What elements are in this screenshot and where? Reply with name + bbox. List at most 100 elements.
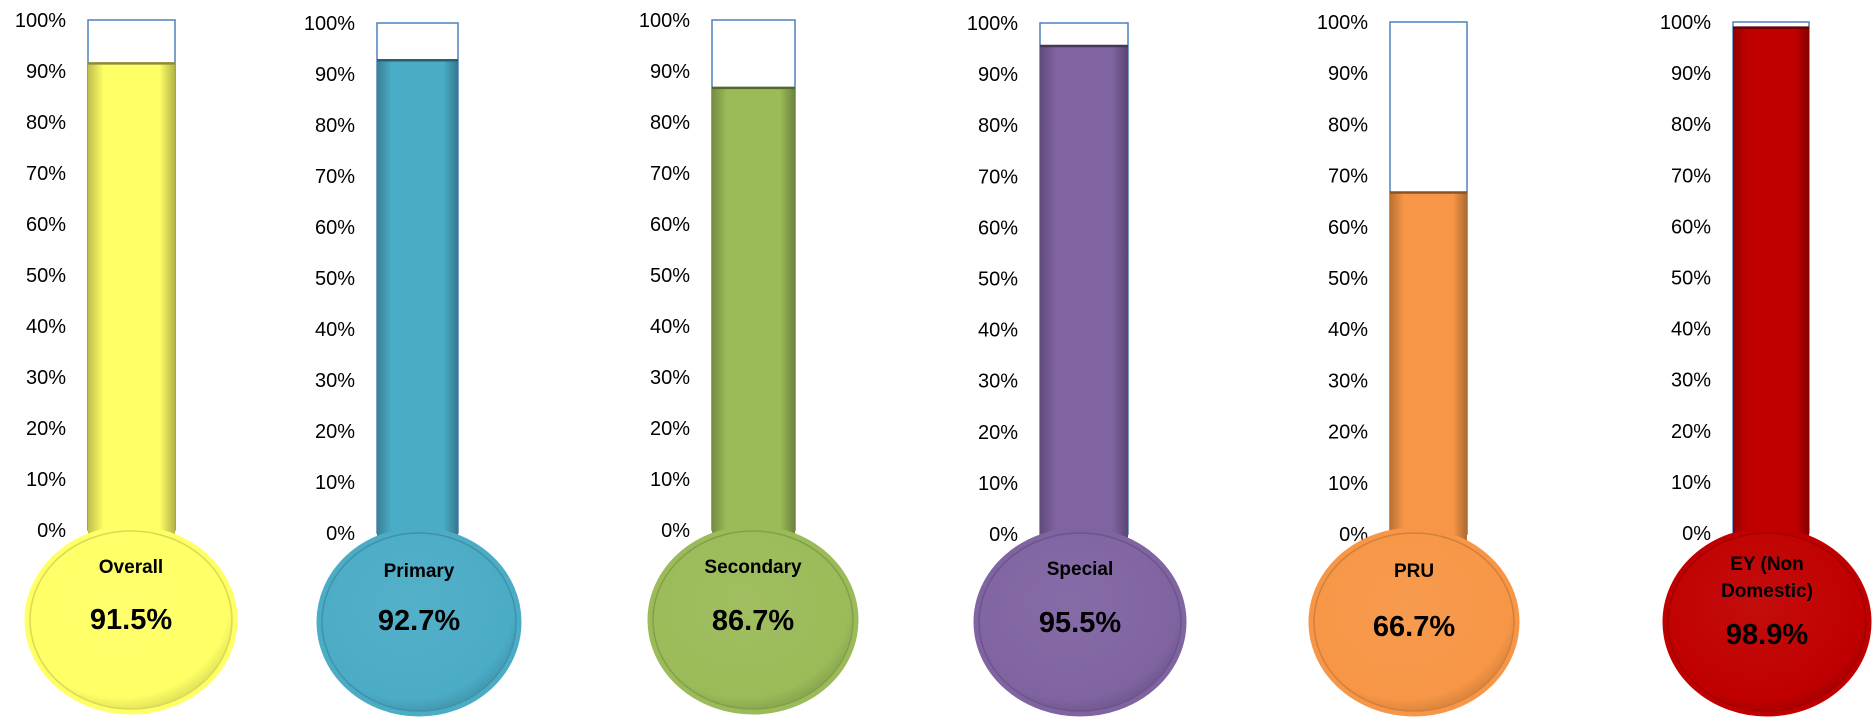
thermometer-bulb xyxy=(647,525,859,715)
tube-fill-bar xyxy=(712,87,795,560)
bulb-inner-ring xyxy=(652,530,854,710)
y-tick-label: 50% xyxy=(26,265,66,287)
y-tick-label: 20% xyxy=(26,418,66,440)
thermometer-1: 0% 10% 20% 30% 40% 50% 60% 70% 80% 90% 100% Primary… xyxy=(304,13,522,717)
y-tick-label: 20% xyxy=(1671,421,1711,443)
category-label: PRU xyxy=(1394,561,1434,582)
y-tick-label: 50% xyxy=(650,265,690,287)
y-tick-label: 60% xyxy=(26,214,66,236)
y-tick-label: 20% xyxy=(650,418,690,440)
y-tick-label: 40% xyxy=(315,319,355,341)
thermometer-bulb xyxy=(24,525,238,715)
y-tick-label: 60% xyxy=(315,217,355,239)
y-tick-label: 30% xyxy=(26,367,66,389)
y-tick-label: 0% xyxy=(326,523,355,545)
thermometer-bulb xyxy=(973,527,1187,717)
thermometer-5: 0% 10% 20% 30% 40% 50% 60% 70% 80% 90% 100% EY (Non… xyxy=(1660,12,1872,717)
value-label: 92.7% xyxy=(378,605,460,637)
y-tick-label: 80% xyxy=(315,115,355,137)
y-tick-label: 50% xyxy=(978,269,1018,291)
y-tick-label: 60% xyxy=(1671,216,1711,238)
bulb-inner-ring xyxy=(321,532,517,712)
y-tick-label: 10% xyxy=(1328,473,1368,495)
y-tick-label: 100% xyxy=(1660,12,1711,34)
value-label: 91.5% xyxy=(90,604,172,636)
thermometer-2: 0% 10% 20% 30% 40% 50% 60% 70% 80% 90% 100% Seconda… xyxy=(639,10,859,715)
bulb-inner-ring xyxy=(1667,532,1867,712)
y-tick-label: 50% xyxy=(1671,268,1711,290)
y-tick-label: 10% xyxy=(650,469,690,491)
tube-fill-bar xyxy=(1390,192,1467,564)
thermometer-bulb xyxy=(316,527,522,717)
y-tick-label: 70% xyxy=(1328,166,1368,188)
category-label: Special xyxy=(1047,559,1114,580)
y-tick-label: 80% xyxy=(978,115,1018,137)
y-tick-label: 100% xyxy=(967,13,1018,35)
y-tick-label: 70% xyxy=(26,163,66,185)
y-tick-label: 0% xyxy=(37,520,66,542)
y-tick-label: 30% xyxy=(315,370,355,392)
tube-fill-bar xyxy=(1733,27,1809,564)
tube-fill-bar xyxy=(1040,45,1128,565)
category-label: Overall xyxy=(99,557,163,578)
bulb-inner-ring xyxy=(978,532,1182,712)
value-label: 86.7% xyxy=(712,605,794,637)
thermometer-bulb xyxy=(1308,527,1520,717)
y-tick-label: 60% xyxy=(650,214,690,236)
y-tick-label: 30% xyxy=(650,367,690,389)
y-tick-label: 70% xyxy=(650,163,690,185)
y-tick-label: 20% xyxy=(978,422,1018,444)
y-tick-label: 80% xyxy=(650,112,690,134)
y-tick-label: 40% xyxy=(650,316,690,338)
tube-fill-bar xyxy=(377,60,458,563)
y-tick-label: 10% xyxy=(978,473,1018,495)
category-label: Secondary xyxy=(704,557,802,578)
y-tick-label: 50% xyxy=(1328,268,1368,290)
y-tick-label: 90% xyxy=(26,61,66,83)
y-tick-label: 90% xyxy=(650,61,690,83)
y-tick-label: 0% xyxy=(1682,523,1711,545)
y-tick-label: 30% xyxy=(978,371,1018,393)
y-tick-label: 90% xyxy=(1328,63,1368,85)
y-tick-label: 90% xyxy=(315,64,355,86)
bulb-inner-ring xyxy=(29,530,233,710)
y-tick-label: 90% xyxy=(978,64,1018,86)
y-tick-label: 10% xyxy=(1671,472,1711,494)
y-tick-label: 70% xyxy=(315,166,355,188)
y-tick-label: 40% xyxy=(1671,319,1711,341)
y-tick-label: 100% xyxy=(1317,12,1368,34)
y-tick-label: 30% xyxy=(1328,370,1368,392)
y-tick-label: 20% xyxy=(1328,422,1368,444)
y-tick-label: 30% xyxy=(1671,370,1711,392)
y-tick-label: 10% xyxy=(26,469,66,491)
thermometer-bulb xyxy=(1662,527,1872,717)
y-tick-label: 80% xyxy=(1328,114,1368,136)
tube-fill-bar xyxy=(88,63,175,560)
category-label: Primary xyxy=(384,561,455,582)
y-tick-label: 90% xyxy=(1671,63,1711,85)
y-tick-label: 40% xyxy=(1328,319,1368,341)
y-tick-label: 40% xyxy=(26,316,66,338)
bulb-inner-ring xyxy=(1313,532,1515,712)
value-label: 66.7% xyxy=(1373,611,1455,643)
y-tick-label: 0% xyxy=(661,520,690,542)
y-tick-label: 70% xyxy=(1671,165,1711,187)
value-label: 95.5% xyxy=(1039,607,1121,639)
y-tick-label: 10% xyxy=(315,472,355,494)
category-label: EY (Non Domestic) xyxy=(1721,554,1813,602)
thermometer-4: 0%10%20%30%40%50%60%70%80%90%100%PRU66.7… xyxy=(1308,12,1520,717)
y-tick-label: 80% xyxy=(26,112,66,134)
thermometer-0: 0% 10% 20% 30% 40% 50% 60% 70% 80% 90% 100% Overall… xyxy=(15,10,238,715)
y-tick-label: 60% xyxy=(1328,217,1368,239)
y-tick-label: 100% xyxy=(15,10,66,32)
y-tick-label: 0% xyxy=(989,524,1018,546)
y-tick-label: 60% xyxy=(978,217,1018,239)
value-label: 98.9% xyxy=(1726,619,1808,651)
y-tick-label: 20% xyxy=(315,421,355,443)
y-tick-label: 70% xyxy=(978,166,1018,188)
y-tick-label: 100% xyxy=(639,10,690,32)
y-tick-label: 40% xyxy=(978,320,1018,342)
y-tick-label: 80% xyxy=(1671,114,1711,136)
